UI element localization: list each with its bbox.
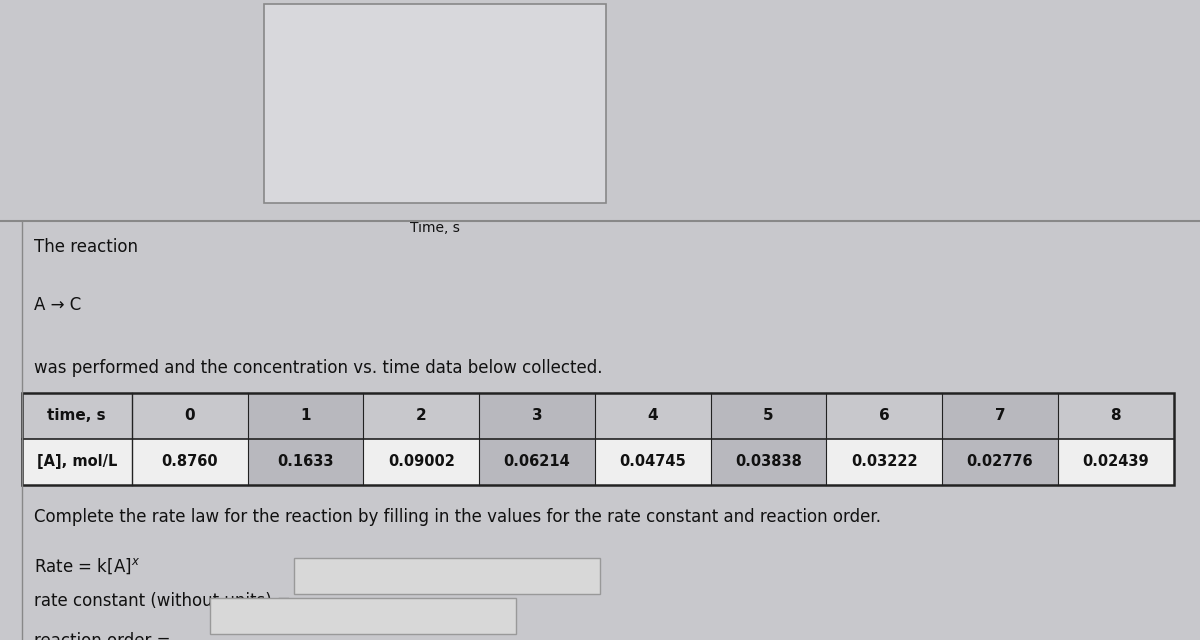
Text: 3: 3 [532,408,542,423]
Text: 5: 5 [763,408,774,423]
Text: 8: 8 [1110,408,1121,423]
Text: 0.03838: 0.03838 [736,454,802,469]
Bar [710,439,827,485]
Bar [247,439,364,485]
Text: time, s: time, s [48,408,106,423]
Bar [247,393,364,439]
Bar [22,393,1174,439]
Text: was performed and the concentration vs. time data below collected.: was performed and the concentration vs. … [34,359,602,377]
Text: [A], mol/L: [A], mol/L [37,454,116,469]
Bar [479,439,595,485]
Text: 0.8760: 0.8760 [162,454,218,469]
Text: 0.02439: 0.02439 [1082,454,1150,469]
Text: 0.1633: 0.1633 [277,454,334,469]
Text: reaction order =: reaction order = [34,632,170,640]
Text: 2: 2 [416,408,427,423]
Text: 1: 1 [300,408,311,423]
Text: rate constant (without units) =: rate constant (without units) = [34,592,290,610]
Bar [210,598,516,634]
Text: 4: 4 [648,408,658,423]
Bar [22,393,1174,485]
Text: 7: 7 [995,408,1006,423]
Text: 0.03222: 0.03222 [851,454,918,469]
Text: 6: 6 [878,408,889,423]
Bar [294,558,600,594]
Text: 0.06214: 0.06214 [504,454,570,469]
Text: Time, s: Time, s [410,221,460,235]
Text: Complete the rate law for the reaction by filling in the values for the rate con: Complete the rate law for the reaction b… [34,508,881,526]
Bar [22,439,1174,485]
Text: A → C: A → C [34,296,80,314]
Bar [479,393,595,439]
Bar [942,393,1058,439]
Text: Rate = k[A]$^x$: Rate = k[A]$^x$ [34,556,139,576]
Bar [942,439,1058,485]
Text: 0.04745: 0.04745 [619,454,686,469]
Text: 0: 0 [185,408,196,423]
Text: 0.09002: 0.09002 [388,454,455,469]
Text: The reaction: The reaction [34,237,138,255]
Bar [264,4,606,203]
Text: 0.02776: 0.02776 [967,454,1033,469]
Bar [710,393,827,439]
